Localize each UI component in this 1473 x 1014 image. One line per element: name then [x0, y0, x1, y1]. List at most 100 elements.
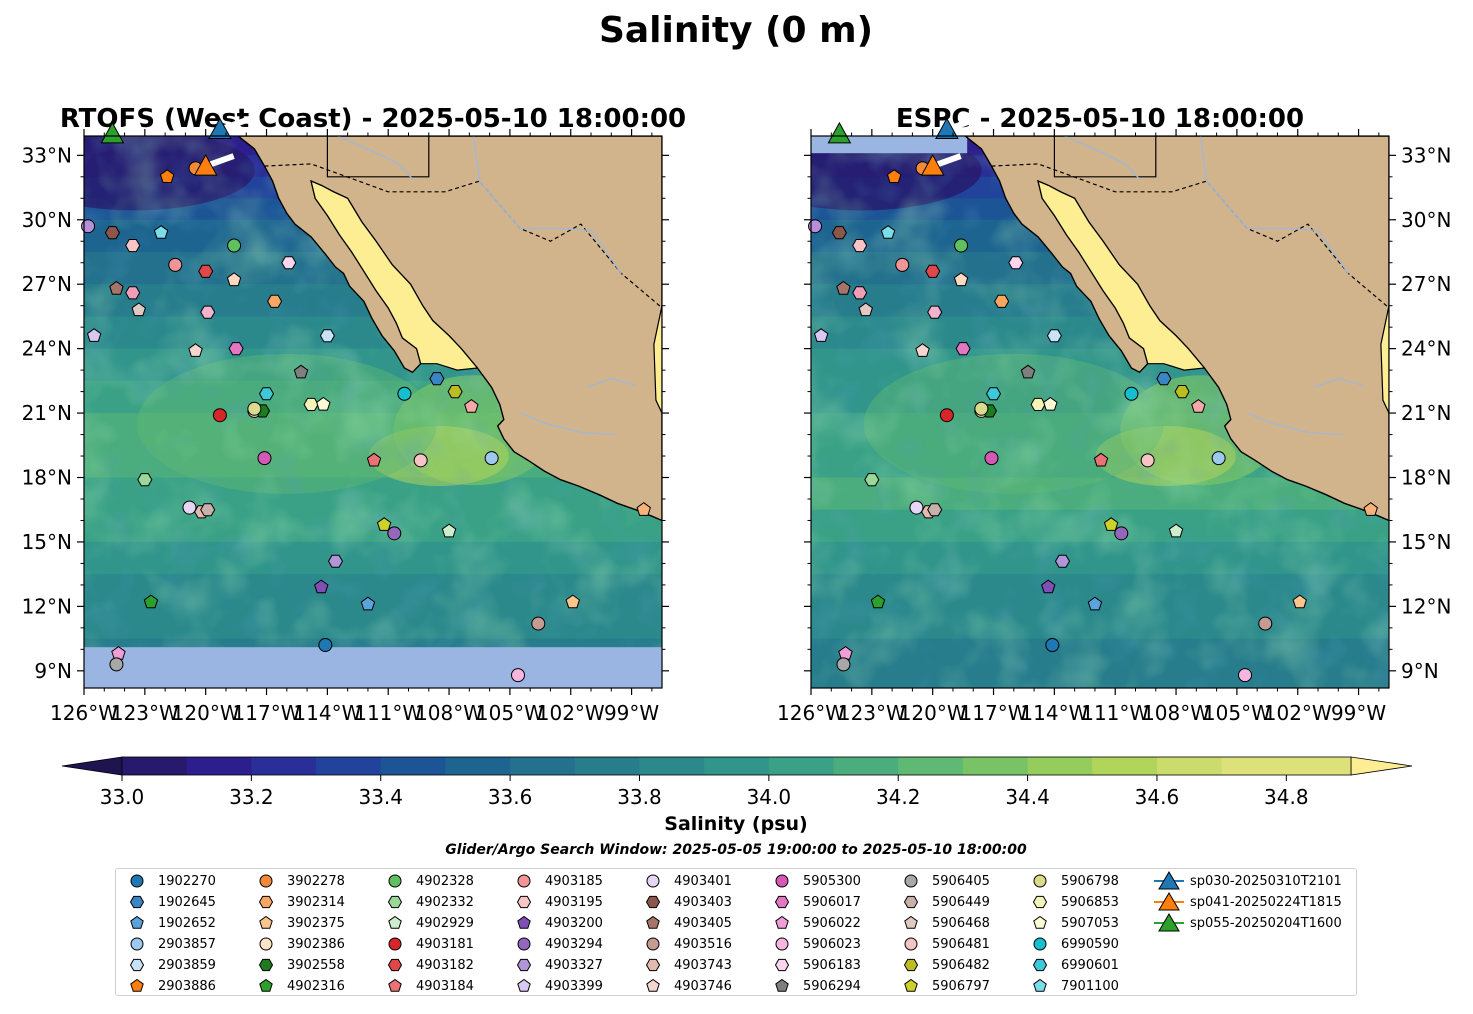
legend-entry: 5906022: [765, 913, 861, 933]
x-tick-label: 114°W: [1020, 701, 1088, 725]
float-point: [927, 305, 943, 319]
legend-marker: [775, 874, 789, 888]
float-5906481: [1140, 453, 1155, 468]
legend-entry: 7901100: [1023, 976, 1119, 996]
legend-marker: [516, 958, 532, 972]
x-tick-label: 123°W: [838, 701, 906, 725]
legend-label: 4903185: [545, 873, 603, 889]
float-2903857: [1211, 451, 1226, 466]
legend-marker: [646, 915, 660, 929]
colorbar: 33.0 33.2 33.4 33.6 33.8 34.0 34.2 34.4 34.6 34.8: [61, 756, 1413, 809]
x-tick-label: 117°W: [960, 701, 1028, 725]
y-tick-label: 21°N: [22, 401, 72, 425]
legend-label: 2903857: [158, 936, 216, 952]
y-tick-label: 24°N: [22, 337, 72, 361]
legend-entry: 5906482: [894, 955, 990, 975]
legend-label: 5906853: [1061, 894, 1119, 910]
legend-label: 4902929: [416, 915, 474, 931]
legend-label: 5905300: [803, 873, 861, 889]
no-data-region: [84, 647, 662, 688]
y-tick-label: 24°N: [1401, 337, 1451, 361]
float-7901100: [153, 225, 169, 239]
colorbar-bin: [574, 757, 641, 775]
legend-entry: 1902270: [120, 871, 216, 891]
y-tick-label: 9°N: [34, 659, 72, 683]
float-4903399: [86, 328, 102, 342]
legend-label: 4902328: [416, 873, 474, 889]
legend-label: 5906798: [1061, 873, 1119, 889]
legend-entry: 4902929: [378, 913, 474, 933]
legend-marker: [904, 937, 918, 951]
legend-label: 5906183: [803, 957, 861, 973]
legend-label: 4903327: [545, 957, 603, 973]
float-6990590: [397, 386, 412, 401]
legend-label: 4903294: [545, 936, 603, 952]
state-border: [1053, 136, 1157, 178]
legend-entry: 5906481: [894, 934, 990, 954]
legend-entry: 5906017: [765, 892, 861, 912]
float-4903184: [366, 452, 382, 467]
legend-entry: 4903195: [507, 892, 603, 912]
colorbar-bin: [639, 757, 705, 775]
panel-title: RTOFS (West Coast) - 2025-05-10 18:00:00: [60, 104, 686, 134]
colorbar-tick-label: 34.6: [1135, 785, 1180, 809]
river: [1313, 378, 1363, 388]
colorbar-extend-under: [61, 756, 123, 776]
legend-entry: 4902332: [378, 892, 474, 912]
colorbar-bin: [251, 757, 317, 775]
legend-entry: 4903403: [636, 892, 732, 912]
legend-entry: 5906797: [894, 976, 990, 996]
legend: 1902270 1902645 1902652 2903857 2903859 29038…: [115, 868, 1357, 996]
float-5906853: [1030, 397, 1046, 411]
gulf-of-california: [1037, 180, 1206, 371]
float-6990601: [985, 387, 1002, 401]
legend-label: 3902386: [287, 936, 345, 952]
colorbar-bin: [316, 757, 382, 775]
colorbar-bin: [1221, 757, 1287, 775]
legend-label: 5906023: [803, 936, 861, 952]
legend-label: 1902645: [158, 894, 216, 910]
legend-label: 5906482: [932, 957, 990, 973]
legend-entry: 5906023: [765, 934, 861, 954]
float-5906017: [955, 342, 971, 356]
float-5906797: [376, 517, 392, 531]
legend-label: sp041-20250224T1815: [1190, 894, 1342, 910]
legend-marker: [259, 978, 273, 992]
float-4903181: [212, 408, 227, 423]
legend-marker: [516, 895, 532, 909]
colorbar-tick-label: 34.4: [1005, 785, 1050, 809]
float-4903405: [836, 280, 851, 295]
colorbar-tick-label: 34.8: [1264, 785, 1309, 809]
legend-marker: [774, 895, 790, 909]
y-tick-label: 15°N: [1401, 530, 1451, 554]
y-tick-label: 18°N: [1401, 466, 1451, 490]
legend-marker: [645, 895, 661, 909]
float-5906023: [511, 668, 526, 683]
colorbar-bin: [445, 757, 511, 775]
legend-label: 5906022: [803, 915, 861, 931]
legend-entry: 3902278: [249, 871, 345, 891]
float-4903182: [198, 264, 214, 278]
legend-entry: 5906405: [894, 871, 990, 891]
float-4902332: [137, 473, 153, 487]
legend-entry: 3902314: [249, 892, 345, 912]
x-tick-label: 111°W: [354, 701, 422, 725]
colorbar-bin: [898, 757, 964, 775]
panel-title: ESPC - 2025-05-10 18:00:00: [896, 104, 1304, 134]
legend-entry: sp041-20250224T1815: [1152, 892, 1342, 912]
legend-entry: 5907053: [1023, 913, 1119, 933]
river: [337, 136, 413, 180]
y-tick-label: 15°N: [22, 530, 72, 554]
legend-marker: [388, 915, 402, 929]
float-5906294: [1020, 364, 1036, 379]
glider-sp055-20250204T1600: [827, 121, 852, 144]
float-4903327: [327, 554, 344, 568]
legend-marker: [1033, 874, 1047, 888]
search-window-caption: Glider/Argo Search Window: 2025-05-05 19…: [445, 842, 1027, 858]
legend-label: 2903859: [158, 957, 216, 973]
legend-label: 3902558: [287, 957, 345, 973]
y-tick-label: 30°N: [1401, 208, 1451, 232]
legend-entry: 5906294: [765, 976, 861, 996]
colorbar-bin: [1092, 757, 1158, 775]
legend-entry: 4903399: [507, 976, 603, 996]
